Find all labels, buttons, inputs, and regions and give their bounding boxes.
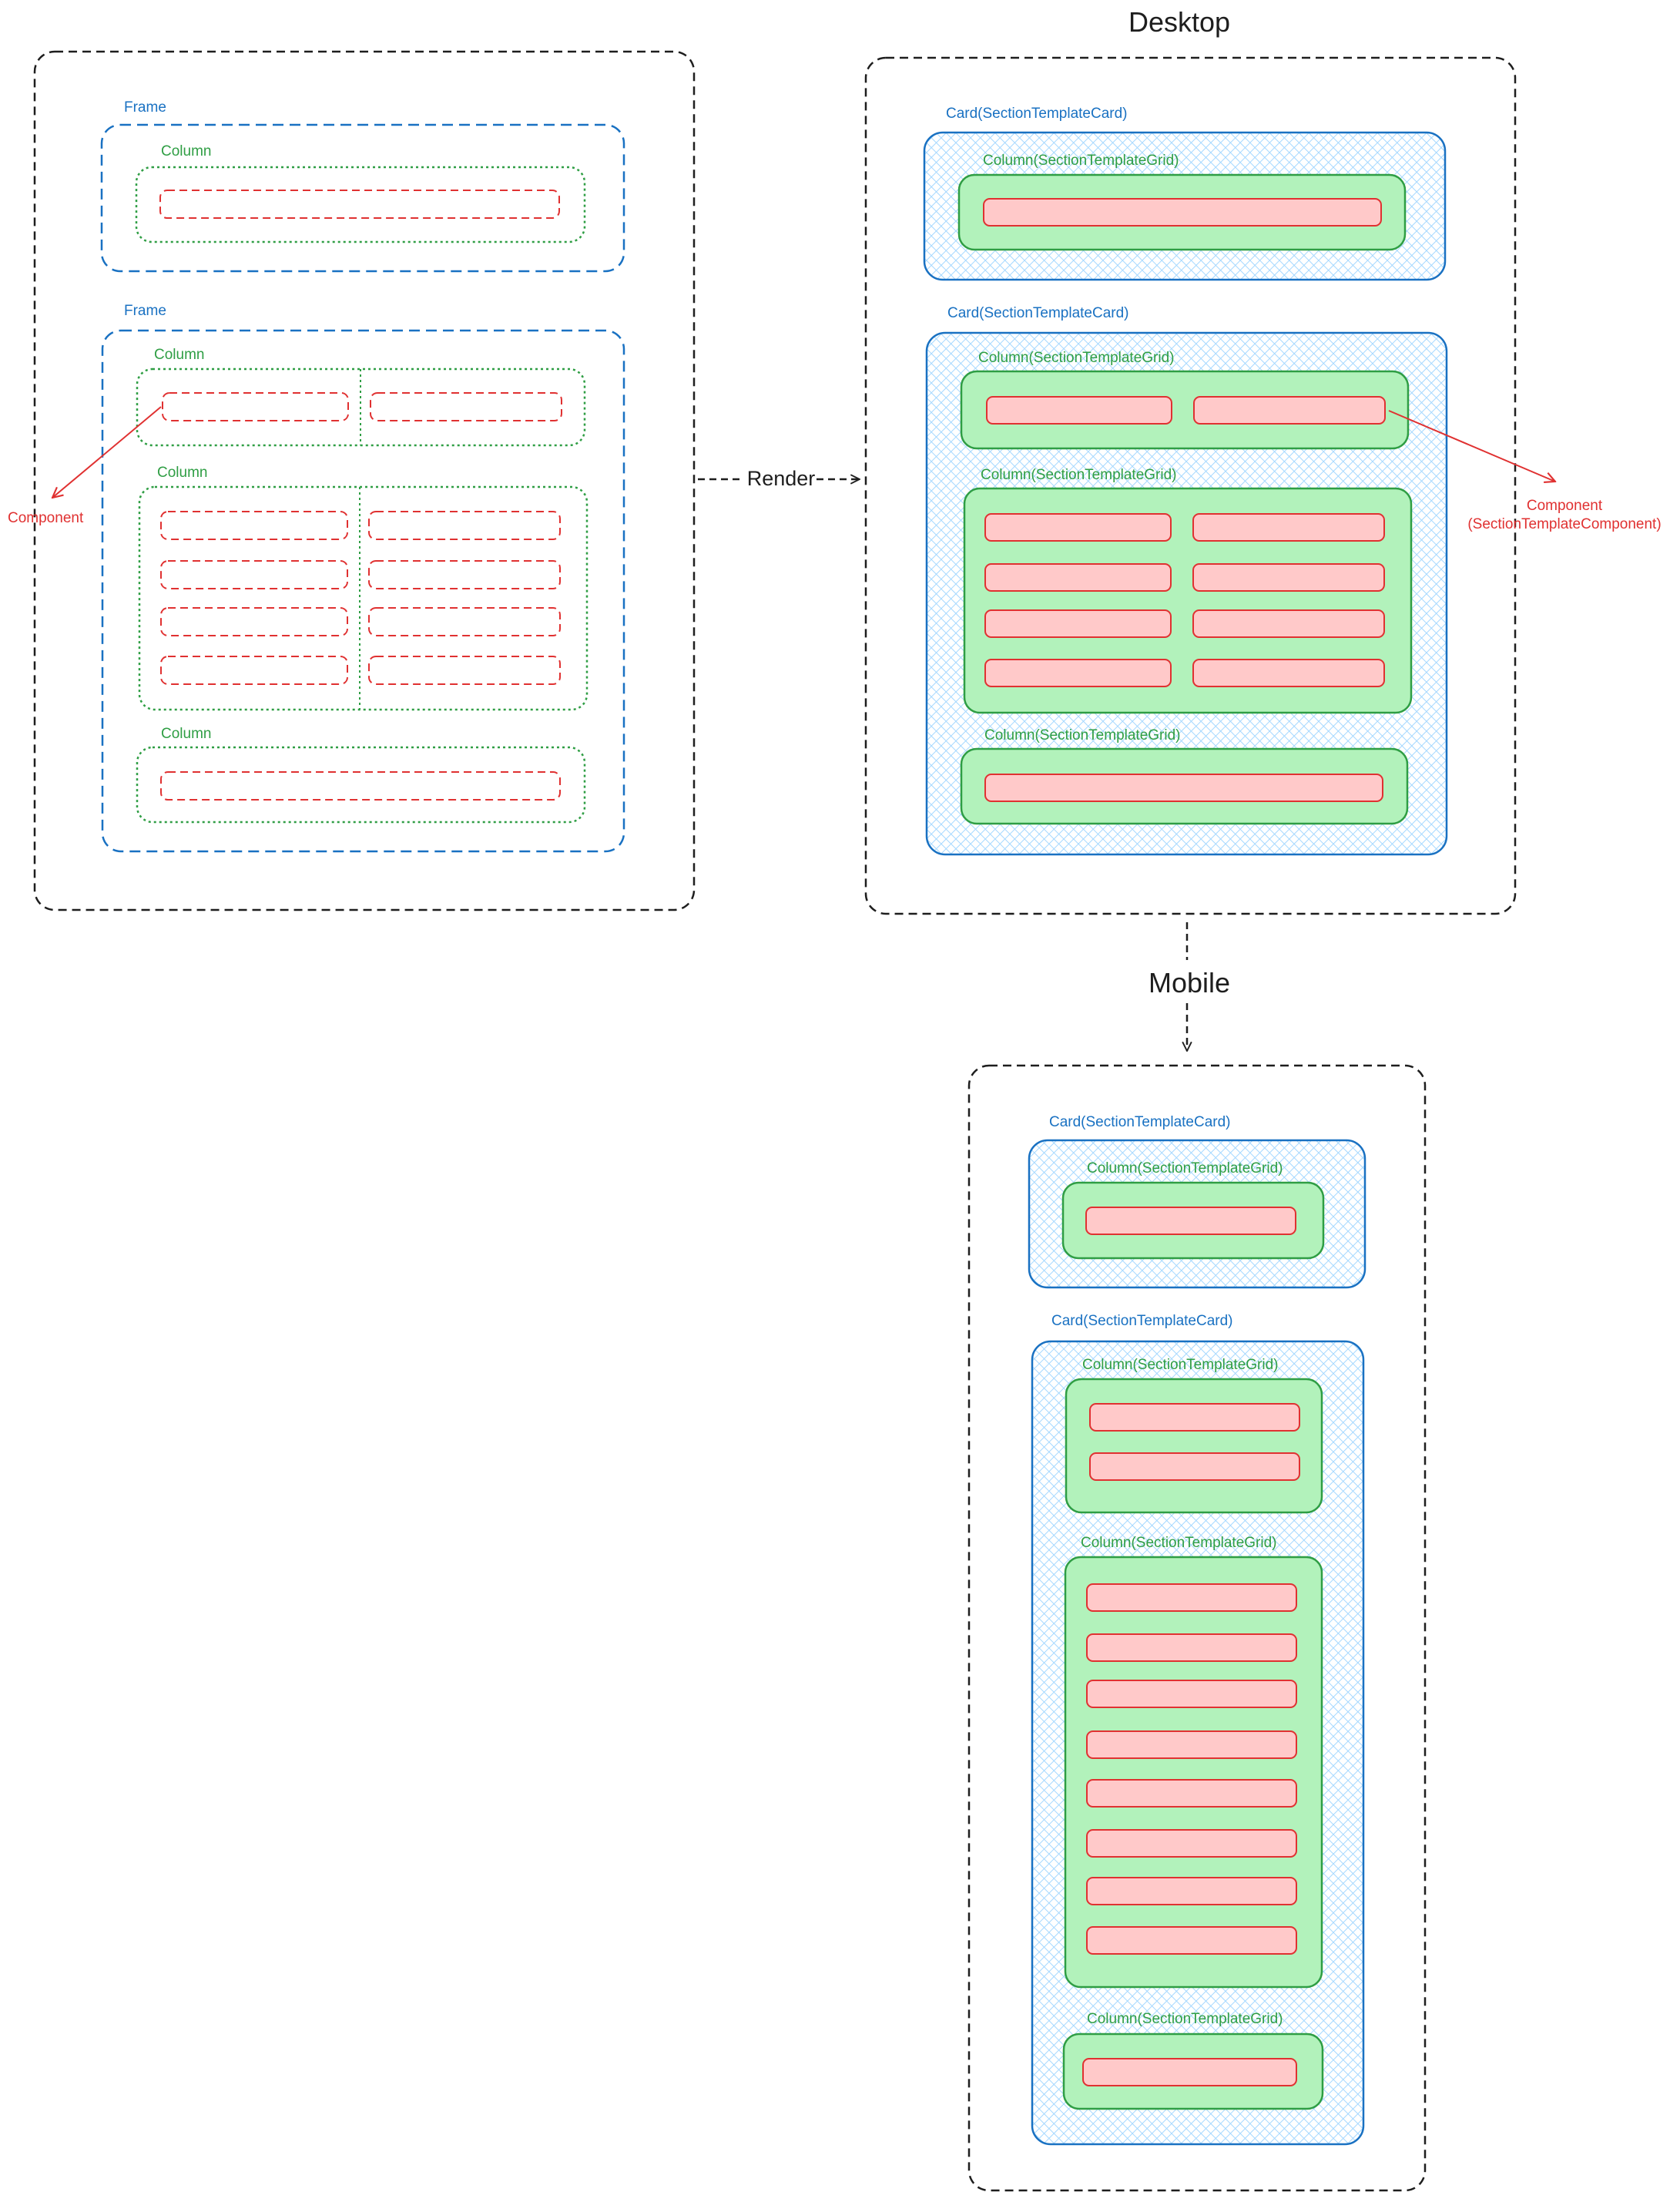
desktop-card-1-grid-label: Column(SectionTemplateGrid) [983, 153, 1179, 169]
mobile-component [1089, 1452, 1300, 1481]
mobile-card-2-grid-b-label: Column(SectionTemplateGrid) [1081, 1535, 1277, 1551]
desktop-component-callout-label-line2: (SectionTemplateComponent) [1467, 516, 1661, 532]
mobile-component [1089, 1403, 1300, 1432]
source-frame-2-column-b [138, 485, 589, 711]
mobile-component [1086, 1583, 1297, 1612]
desktop-component [1192, 563, 1385, 592]
desktop-component [984, 659, 1172, 687]
desktop-component [1192, 659, 1385, 687]
source-component [160, 656, 348, 685]
source-frame-2-label: Frame [124, 303, 166, 319]
mobile-component [1085, 1207, 1296, 1235]
mobile-component [1086, 1680, 1297, 1708]
source-component [160, 511, 348, 540]
mobile-component [1082, 2058, 1297, 2086]
mobile-card-2-grid-c-label: Column(SectionTemplateGrid) [1087, 2011, 1283, 2027]
mobile-component [1086, 1633, 1297, 1662]
mobile-component [1086, 1779, 1297, 1808]
source-frame-2 [101, 329, 625, 853]
desktop-layout-container [864, 56, 1517, 915]
source-component [160, 607, 348, 636]
desktop-component-callout-arrow [1388, 410, 1555, 482]
desktop-card-2-grid-c-label: Column(SectionTemplateGrid) [984, 727, 1181, 744]
mobile-card-2-grid-a [1065, 1378, 1323, 1514]
source-frame-2-column-c-label: Column [161, 726, 211, 742]
mobile-card-2-grid-b [1064, 1556, 1323, 1989]
mobile-component [1086, 1829, 1297, 1858]
desktop-component [984, 609, 1172, 638]
mobile-title: Mobile [1149, 967, 1230, 999]
source-component [368, 511, 561, 540]
source-component-callout-arrow [52, 406, 162, 498]
source-frame-1-column-label: Column [161, 143, 211, 159]
desktop-component [1193, 396, 1386, 425]
source-component [370, 392, 562, 421]
desktop-title: Desktop [1128, 6, 1230, 38]
source-component [160, 771, 561, 801]
source-component [160, 560, 348, 589]
mobile-card-2-label: Card(SectionTemplateCard) [1051, 1313, 1233, 1329]
mobile-component [1086, 1730, 1297, 1759]
mobile-component [1086, 1926, 1297, 1955]
source-frame-1-column [135, 166, 586, 243]
desktop-component [1192, 513, 1385, 542]
render-label: Render [747, 467, 816, 490]
source-component [159, 190, 560, 219]
desktop-card-2-grid-a [960, 370, 1410, 450]
desktop-component [1192, 609, 1385, 638]
desktop-component [983, 198, 1382, 227]
source-component-callout-label: Component [8, 510, 84, 526]
source-frame-1-label: Frame [124, 99, 166, 116]
source-layout-container [33, 50, 696, 911]
desktop-card-1-label: Card(SectionTemplateCard) [946, 106, 1128, 122]
desktop-card-2-grid-a-label: Column(SectionTemplateGrid) [978, 350, 1175, 366]
source-component [162, 392, 349, 421]
desktop-component-callout-label-line1: Component [1527, 498, 1603, 514]
desktop-card-2-grid-b [963, 487, 1413, 714]
mobile-component [1086, 1877, 1297, 1905]
mobile-card-1-label: Card(SectionTemplateCard) [1049, 1114, 1231, 1130]
source-frame-2-column-b-label: Column [157, 465, 207, 481]
desktop-card-2-label: Card(SectionTemplateCard) [947, 305, 1129, 321]
desktop-component [986, 396, 1172, 425]
source-component [368, 607, 561, 636]
source-frame-2-column-a-label: Column [154, 347, 204, 363]
source-component [368, 560, 561, 589]
mobile-layout-container [967, 1064, 1427, 2192]
desktop-component [984, 563, 1172, 592]
desktop-component [984, 774, 1383, 802]
desktop-card-2-grid-b-label: Column(SectionTemplateGrid) [981, 467, 1177, 483]
mobile-card-2-grid-a-label: Column(SectionTemplateGrid) [1082, 1357, 1279, 1373]
source-frame-1 [100, 123, 625, 273]
desktop-component [984, 513, 1172, 542]
source-frame-2-column-c [136, 746, 586, 824]
source-component [368, 656, 561, 685]
mobile-card-1-grid-label: Column(SectionTemplateGrid) [1087, 1160, 1283, 1177]
